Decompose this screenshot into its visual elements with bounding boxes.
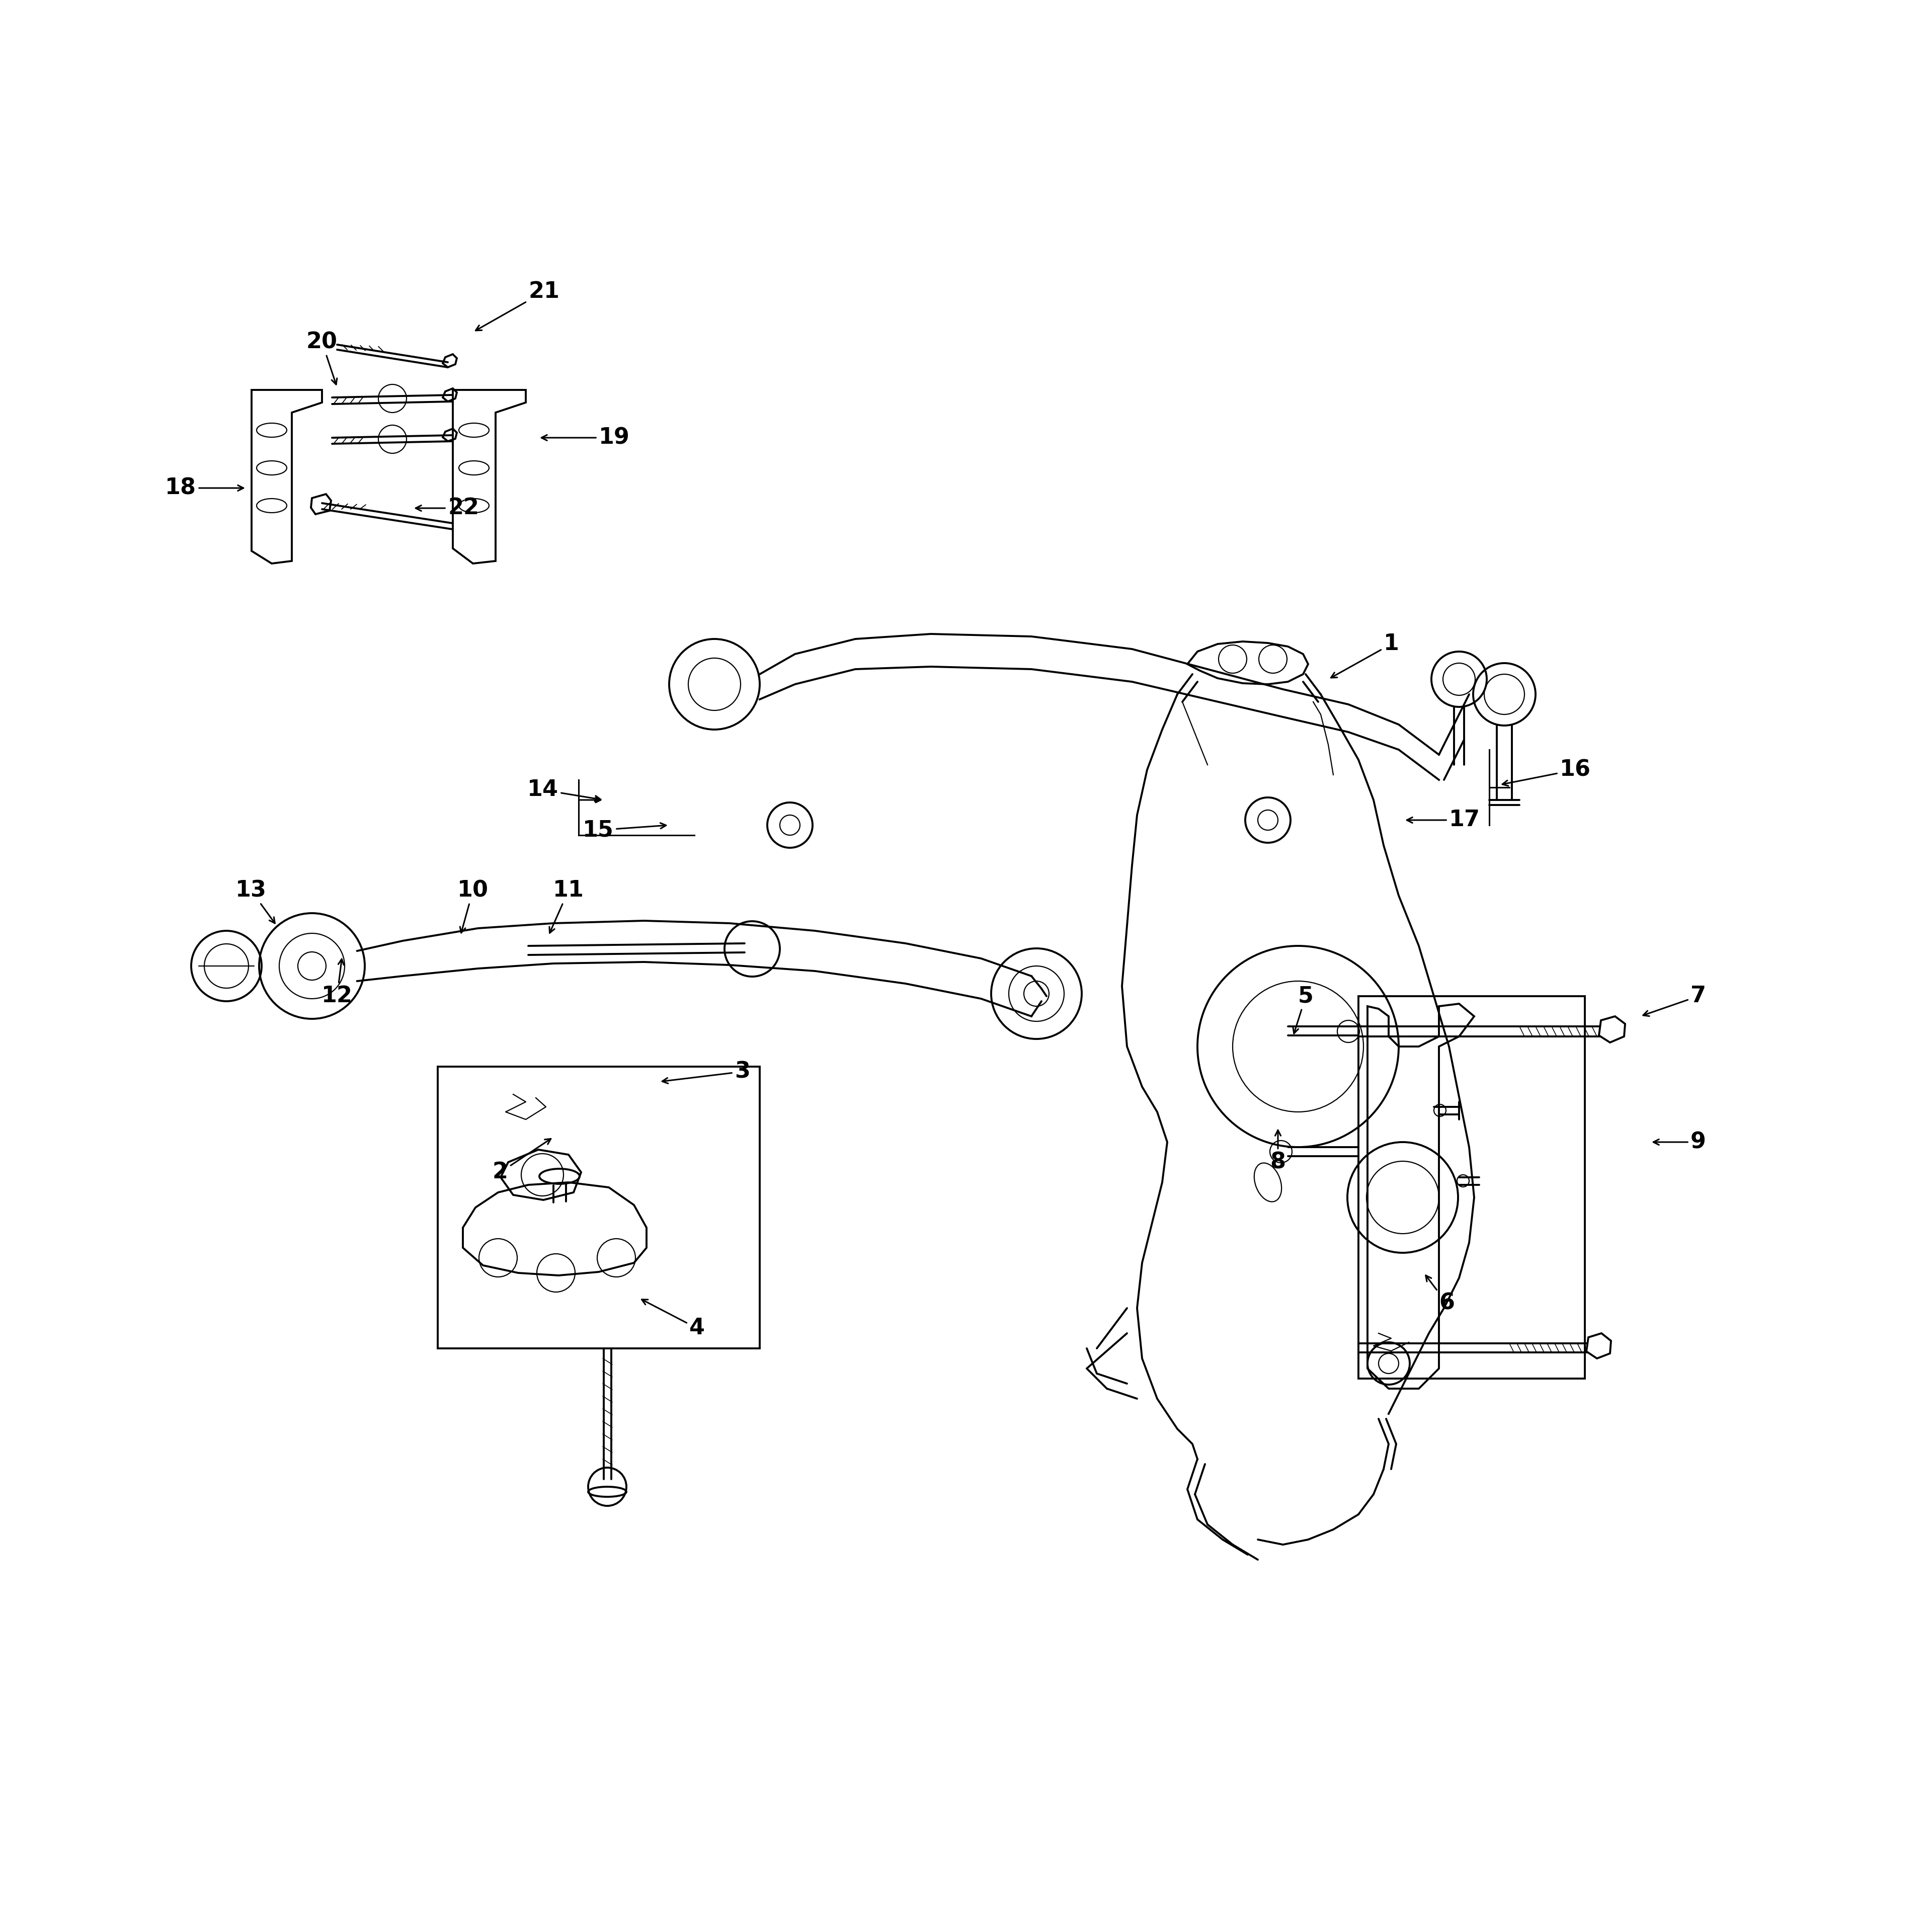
Text: 16: 16 (1503, 759, 1590, 786)
Text: 9: 9 (1654, 1132, 1706, 1153)
Text: 13: 13 (236, 879, 274, 923)
Text: 3: 3 (663, 1061, 750, 1084)
Text: 5: 5 (1293, 985, 1314, 1034)
Text: 15: 15 (583, 819, 667, 840)
Text: 19: 19 (541, 427, 630, 448)
Text: 21: 21 (475, 280, 560, 330)
Text: 20: 20 (307, 330, 338, 384)
Text: 7: 7 (1642, 985, 1706, 1016)
Text: 17: 17 (1406, 810, 1480, 831)
Text: 22: 22 (415, 497, 479, 520)
Text: 18: 18 (164, 477, 243, 498)
Text: 8: 8 (1269, 1130, 1285, 1173)
Text: 10: 10 (458, 879, 489, 933)
Text: 1: 1 (1331, 634, 1399, 678)
Text: 4: 4 (641, 1300, 705, 1339)
Text: 12: 12 (321, 958, 354, 1007)
Text: 11: 11 (549, 879, 583, 933)
Bar (439, 1066, 759, 1349)
Text: 14: 14 (527, 779, 601, 802)
Text: 2: 2 (493, 1138, 551, 1182)
Bar (1358, 997, 1584, 1379)
Text: 6: 6 (1426, 1275, 1455, 1314)
